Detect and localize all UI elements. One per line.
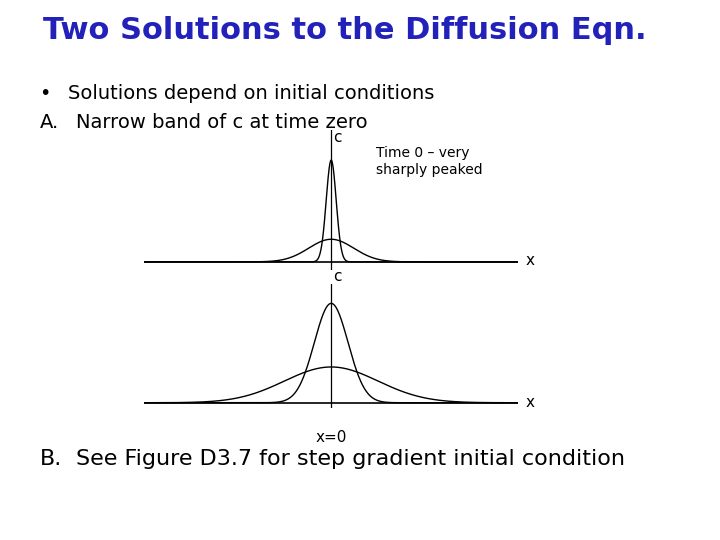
Text: x=0: x=0 bbox=[315, 430, 347, 445]
Text: x=0: x=0 bbox=[315, 291, 347, 306]
Text: c: c bbox=[333, 130, 341, 145]
Text: See Figure D3.7 for step gradient initial condition: See Figure D3.7 for step gradient initia… bbox=[76, 449, 625, 469]
Text: A.: A. bbox=[40, 113, 59, 132]
Text: x: x bbox=[526, 253, 535, 268]
Text: Narrow band of c at time zero: Narrow band of c at time zero bbox=[76, 113, 367, 132]
Text: c: c bbox=[333, 268, 341, 284]
Text: Time 0 – very
sharply peaked: Time 0 – very sharply peaked bbox=[376, 146, 482, 177]
Text: Two Solutions to the Diffusion Eqn.: Two Solutions to the Diffusion Eqn. bbox=[43, 16, 647, 45]
Text: x: x bbox=[526, 395, 535, 410]
Text: Solutions depend on initial conditions: Solutions depend on initial conditions bbox=[68, 84, 435, 103]
Text: B.: B. bbox=[40, 449, 62, 469]
Text: •: • bbox=[40, 84, 51, 103]
